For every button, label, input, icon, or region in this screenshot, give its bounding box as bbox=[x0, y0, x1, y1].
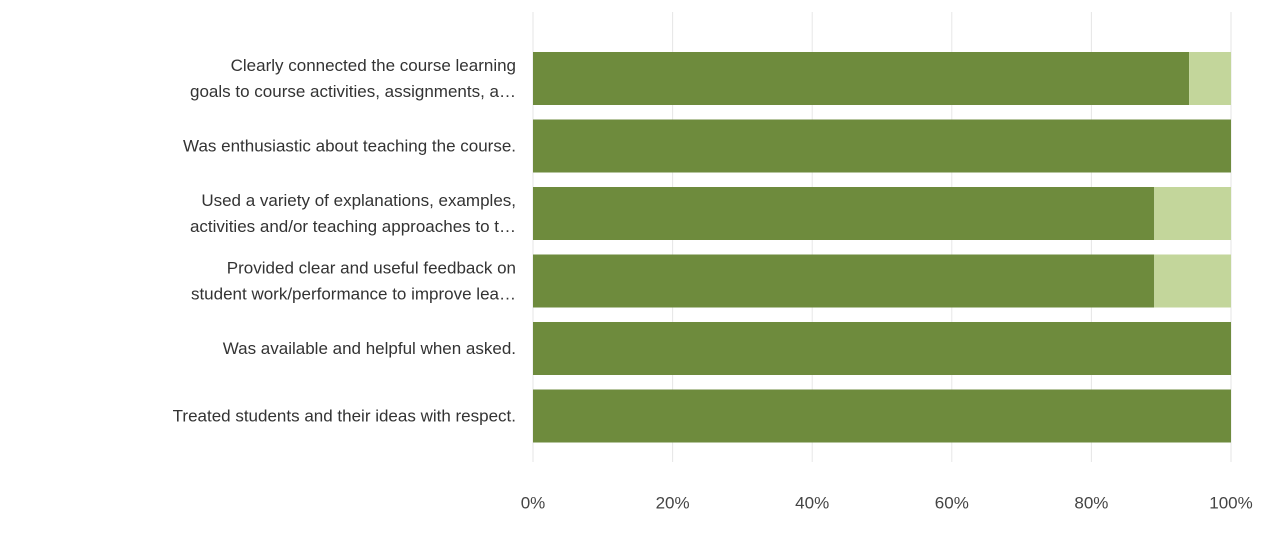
x-tick-label-5: 100% bbox=[1209, 494, 1252, 513]
bar-0-series-0 bbox=[533, 52, 1190, 105]
category-label-0-line-0: Clearly connected the course learning bbox=[231, 56, 516, 75]
x-tick-label-4: 80% bbox=[1074, 494, 1108, 513]
category-label-1-line-0: Was enthusiastic about teaching the cour… bbox=[183, 137, 516, 156]
bar-4-series-0 bbox=[533, 322, 1231, 375]
bar-5-series-0 bbox=[533, 389, 1231, 443]
bar-3-series-0 bbox=[533, 254, 1155, 308]
category-label-3-line-1: student work/performance to improve lea… bbox=[191, 285, 516, 304]
bar-0-series-1 bbox=[1189, 52, 1231, 105]
x-tick-label-1: 20% bbox=[656, 494, 690, 513]
category-label-3-line-0: Provided clear and useful feedback on bbox=[227, 259, 516, 278]
x-tick-label-2: 40% bbox=[795, 494, 829, 513]
x-tick-label-3: 60% bbox=[935, 494, 969, 513]
category-label-2-line-1: activities and/or teaching approaches to… bbox=[190, 217, 516, 236]
bar-1-series-0 bbox=[533, 119, 1231, 173]
category-label-2-line-0: Used a variety of explanations, examples… bbox=[201, 191, 516, 210]
category-label-4-line-0: Was available and helpful when asked. bbox=[223, 339, 516, 358]
category-label-0-line-1: goals to course activities, assignments,… bbox=[190, 82, 516, 101]
x-tick-label-0: 0% bbox=[521, 494, 546, 513]
bar-3-series-1 bbox=[1154, 254, 1231, 308]
bar-2-series-0 bbox=[533, 187, 1155, 240]
category-label-5-line-0: Treated students and their ideas with re… bbox=[173, 407, 516, 426]
bar-2-series-1 bbox=[1154, 187, 1231, 240]
